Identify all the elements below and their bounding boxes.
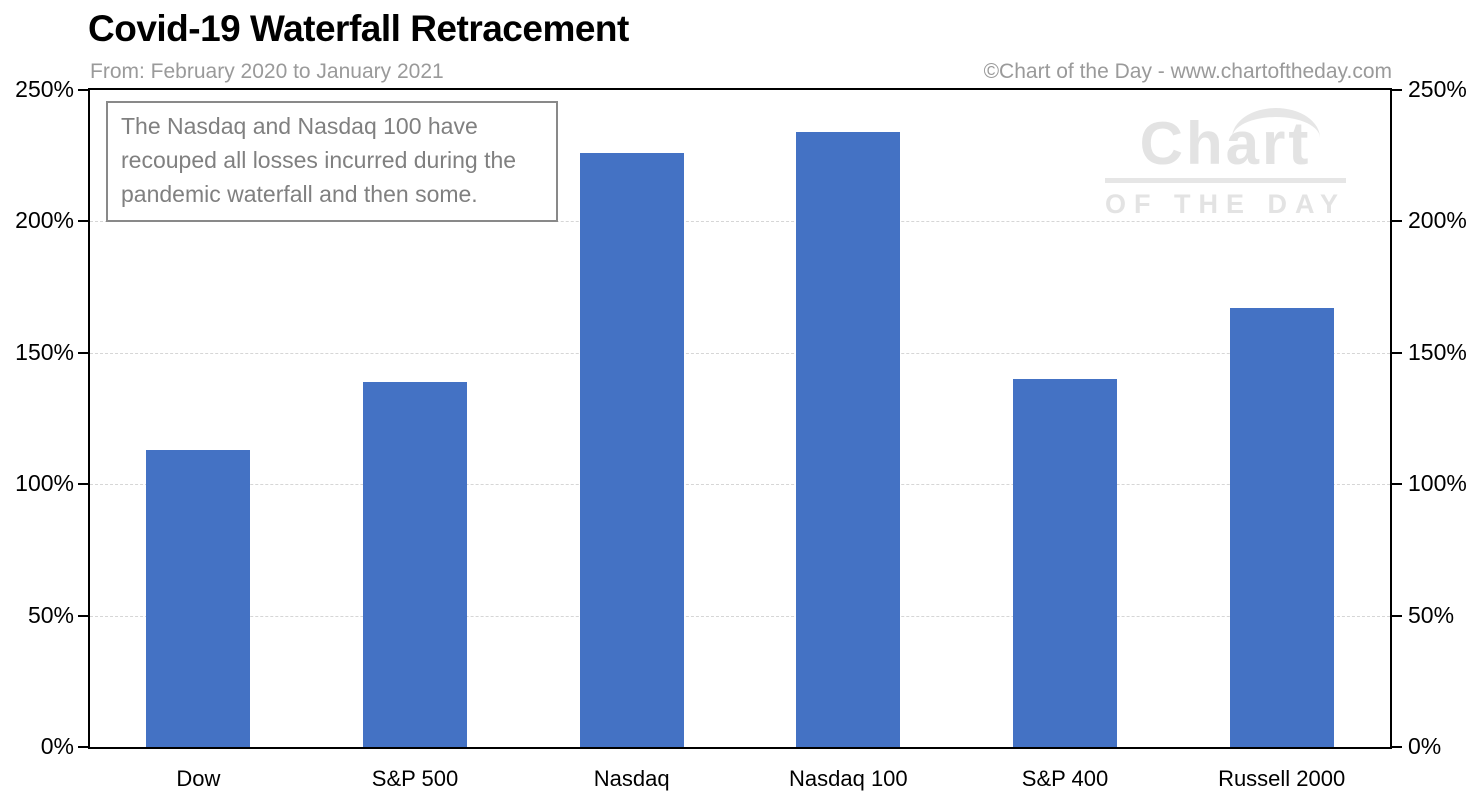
y-axis-label-right-250: 250% <box>1408 76 1467 102</box>
y-axis-label-right-100: 100% <box>1408 470 1467 497</box>
bar-russell-2000 <box>1229 308 1334 747</box>
annotation-box: The Nasdaq and Nasdaq 100 have recouped … <box>106 101 558 223</box>
y-axis-label-right-150: 150% <box>1408 338 1467 365</box>
bar-nasdaq-100 <box>796 132 901 747</box>
y-axis-label-left-150: 150% <box>15 338 74 365</box>
y-axis-label-right-200: 200% <box>1408 207 1467 234</box>
gridline-100 <box>90 484 1390 486</box>
y-tick-left-150 <box>78 351 88 354</box>
y-axis-label-left-100: 100% <box>15 470 74 497</box>
y-axis-label-right-0: 0% <box>1408 733 1442 759</box>
x-axis-label-dow: Dow <box>176 766 221 791</box>
y-tick-left-50 <box>78 614 88 617</box>
y-tick-left-200 <box>78 220 88 223</box>
x-axis-label-russell-2000: Russell 2000 <box>1218 766 1346 791</box>
y-axis-label-left-250: 250% <box>15 76 74 102</box>
watermark-of-the-day-text: OF THE DAY <box>1104 189 1346 219</box>
y-tick-right-200 <box>1392 220 1402 223</box>
y-axis-label-left-50: 50% <box>27 601 74 628</box>
y-tick-right-0 <box>1392 746 1402 748</box>
watermark-logo: Chart OF THE DAY <box>1104 108 1346 220</box>
y-tick-left-100 <box>78 483 88 486</box>
bar-s-p-400 <box>1013 379 1117 747</box>
bar-s-p-500 <box>363 381 467 747</box>
x-axis-label-nasdaq-100: Nasdaq 100 <box>789 766 908 791</box>
x-axis-label-nasdaq: Nasdaq <box>593 766 670 791</box>
y-axis-label-left-0: 0% <box>40 733 74 759</box>
y-tick-right-50 <box>1392 614 1402 617</box>
annotation-text: The Nasdaq and Nasdaq 100 have recouped … <box>121 113 517 207</box>
x-axis-label-s-p-500: S&P 500 <box>371 766 459 791</box>
y-axis-label-left-200: 200% <box>15 207 74 234</box>
y-axis-label-right-50: 50% <box>1408 601 1455 628</box>
y-tick-right-250 <box>1392 89 1402 91</box>
copyright-text: ©Chart of the Day - www.chartoftheday.co… <box>983 60 1392 83</box>
page-title: Covid-19 Waterfall Retracement <box>88 8 629 49</box>
gridline-150 <box>90 352 1390 354</box>
y-tick-left-250 <box>78 89 88 91</box>
bar-nasdaq <box>579 153 684 747</box>
watermark-arc-icon <box>1232 108 1320 138</box>
gridline-200 <box>90 221 1390 223</box>
y-tick-right-100 <box>1392 483 1402 486</box>
x-axis-label-s-p-400: S&P 400 <box>1021 766 1109 791</box>
gridline-50 <box>90 615 1390 617</box>
date-range-subtitle: From: February 2020 to January 2021 <box>90 60 444 83</box>
y-tick-right-150 <box>1392 351 1402 354</box>
plot-area: The Nasdaq and Nasdaq 100 have recouped … <box>88 88 1392 749</box>
y-tick-left-0 <box>78 746 88 748</box>
bar-dow <box>146 450 251 747</box>
